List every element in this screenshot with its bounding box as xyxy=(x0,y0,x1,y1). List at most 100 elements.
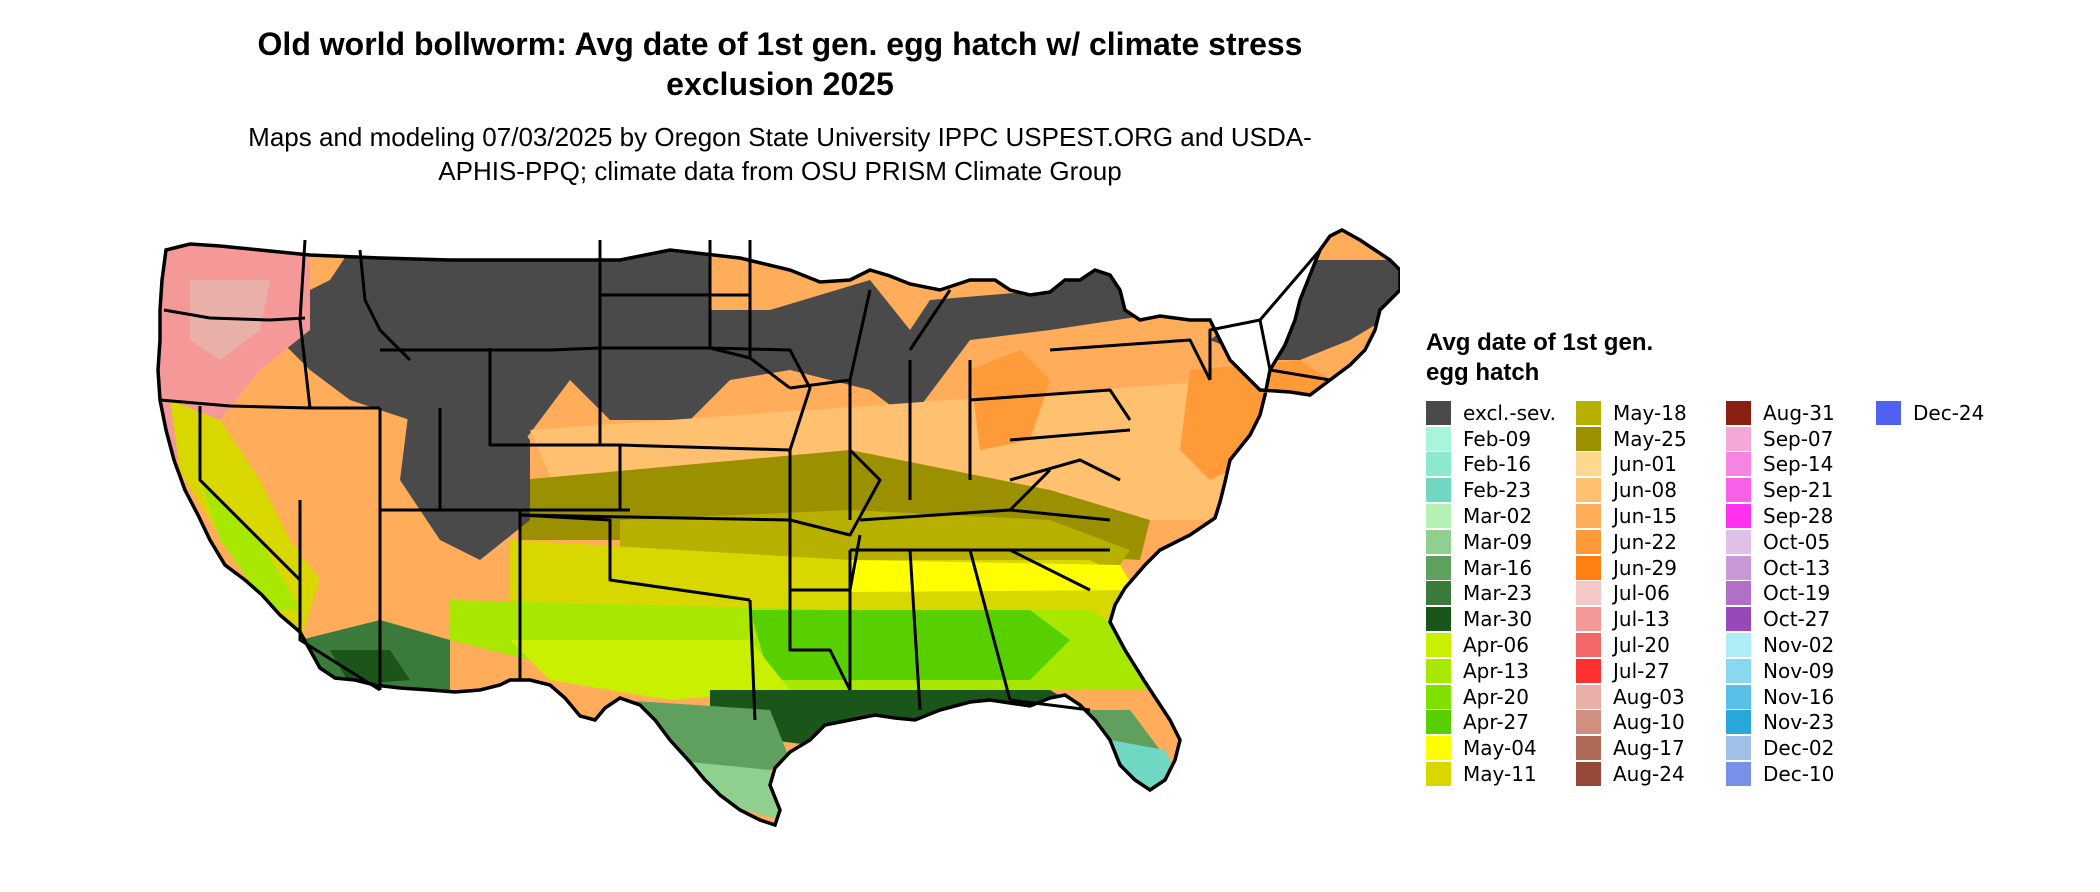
legend-swatch xyxy=(1426,555,1451,580)
legend-label: May-25 xyxy=(1613,426,1687,451)
legend-label: Dec-02 xyxy=(1763,736,1835,761)
legend-label: Nov-23 xyxy=(1763,710,1835,735)
legend-label: Oct-05 xyxy=(1763,529,1831,554)
legend-swatch xyxy=(1726,400,1751,425)
legend-swatch xyxy=(1726,736,1751,761)
legend-item: Apr-27 xyxy=(1426,710,1566,736)
legend-swatch xyxy=(1426,736,1451,761)
legend-swatch xyxy=(1426,400,1451,425)
legend-label: Apr-20 xyxy=(1463,684,1529,709)
legend-label: Nov-09 xyxy=(1763,658,1835,683)
legend-swatch xyxy=(1426,658,1451,683)
legend-label: Apr-06 xyxy=(1463,633,1529,658)
legend-item: Mar-02 xyxy=(1426,503,1566,529)
legend-label: Jul-20 xyxy=(1613,633,1670,658)
legend-swatch xyxy=(1426,529,1451,554)
legend-item: Aug-03 xyxy=(1576,684,1716,710)
legend-label: Jul-06 xyxy=(1613,581,1670,606)
legend-label: Mar-16 xyxy=(1463,555,1533,580)
legend-column: Dec-24 xyxy=(1876,400,2016,787)
legend-columns: excl.-sev. Feb-09 Feb-16 Feb-23 Mar-02 Mar-09… xyxy=(1426,400,2026,787)
legend-label: Oct-27 xyxy=(1763,607,1831,632)
legend-label: Jul-27 xyxy=(1613,658,1670,683)
legend-label: Dec-10 xyxy=(1763,762,1835,787)
us-map-svg xyxy=(156,228,1400,827)
legend-swatch xyxy=(1426,607,1451,632)
legend-swatch xyxy=(1576,426,1601,451)
legend-swatch xyxy=(1726,607,1751,632)
legend-item: Mar-23 xyxy=(1426,581,1566,607)
legend-item: Dec-24 xyxy=(1876,400,2016,426)
legend-item: Jul-13 xyxy=(1576,606,1716,632)
legend-label: Jul-13 xyxy=(1613,607,1670,632)
legend-item: Sep-28 xyxy=(1726,503,1866,529)
legend-item: Jun-22 xyxy=(1576,529,1716,555)
legend-swatch xyxy=(1726,504,1751,529)
legend-label: Apr-27 xyxy=(1463,710,1529,735)
legend-swatch xyxy=(1426,504,1451,529)
legend-label: Mar-30 xyxy=(1463,607,1533,632)
legend-item: Nov-09 xyxy=(1726,658,1866,684)
legend-label: Aug-31 xyxy=(1763,400,1835,425)
legend-item: Apr-13 xyxy=(1426,658,1566,684)
legend-label: Mar-02 xyxy=(1463,504,1533,529)
legend-swatch xyxy=(1576,633,1601,658)
legend-label: Aug-10 xyxy=(1613,710,1685,735)
legend-item: Dec-10 xyxy=(1726,761,1866,787)
legend-swatch xyxy=(1576,555,1601,580)
legend-item: Aug-17 xyxy=(1576,735,1716,761)
legend-item: Feb-23 xyxy=(1426,477,1566,503)
legend-item: Aug-24 xyxy=(1576,761,1716,787)
legend-swatch xyxy=(1426,426,1451,451)
legend-item: Jun-08 xyxy=(1576,477,1716,503)
us-map xyxy=(150,220,1400,892)
legend-item: Oct-19 xyxy=(1726,581,1866,607)
legend-item: May-11 xyxy=(1426,761,1566,787)
legend-label: Nov-02 xyxy=(1763,633,1835,658)
legend-item: May-18 xyxy=(1576,400,1716,426)
legend-swatch xyxy=(1726,452,1751,477)
legend-swatch xyxy=(1726,555,1751,580)
legend-column: May-18 May-25 Jun-01 Jun-08 Jun-15 Jun-22 Jun-… xyxy=(1576,400,1716,787)
legend-swatch xyxy=(1876,400,1901,425)
legend-item: Nov-23 xyxy=(1726,710,1866,736)
legend-label: Oct-13 xyxy=(1763,555,1831,580)
legend-item: Dec-02 xyxy=(1726,735,1866,761)
legend-swatch xyxy=(1426,684,1451,709)
legend-swatch xyxy=(1726,478,1751,503)
legend-item: Oct-05 xyxy=(1726,529,1866,555)
legend-item: Sep-21 xyxy=(1726,477,1866,503)
legend-label: Sep-21 xyxy=(1763,478,1834,503)
legend-item: Aug-31 xyxy=(1726,400,1866,426)
legend-item: Jun-15 xyxy=(1576,503,1716,529)
legend: Avg date of 1st gen. egg hatch excl.-sev… xyxy=(1426,328,2026,787)
legend-swatch xyxy=(1576,478,1601,503)
legend-label: Jun-29 xyxy=(1613,555,1677,580)
legend-swatch xyxy=(1426,581,1451,606)
legend-swatch xyxy=(1576,400,1601,425)
legend-item: Nov-02 xyxy=(1726,632,1866,658)
legend-item: Jun-01 xyxy=(1576,452,1716,478)
legend-item: Apr-20 xyxy=(1426,684,1566,710)
legend-item: Feb-09 xyxy=(1426,426,1566,452)
legend-swatch xyxy=(1576,658,1601,683)
legend-title: Avg date of 1st gen. egg hatch xyxy=(1426,329,1654,386)
map-color-fill xyxy=(158,230,1400,825)
legend-item: Oct-27 xyxy=(1726,606,1866,632)
legend-swatch xyxy=(1726,426,1751,451)
legend-swatch xyxy=(1726,633,1751,658)
legend-label: Aug-03 xyxy=(1613,684,1685,709)
legend-item: excl.-sev. xyxy=(1426,400,1566,426)
legend-swatch xyxy=(1426,762,1451,787)
legend-label: May-11 xyxy=(1463,762,1537,787)
legend-swatch xyxy=(1426,452,1451,477)
legend-column: excl.-sev. Feb-09 Feb-16 Feb-23 Mar-02 Mar-09… xyxy=(1426,400,1566,787)
legend-label: May-04 xyxy=(1463,736,1537,761)
legend-swatch xyxy=(1576,607,1601,632)
legend-column: Aug-31 Sep-07 Sep-14 Sep-21 Sep-28 Oct-05 Oct-… xyxy=(1726,400,1866,787)
legend-item: Jun-29 xyxy=(1576,555,1716,581)
legend-swatch xyxy=(1726,581,1751,606)
legend-item: May-25 xyxy=(1576,426,1716,452)
legend-label: Dec-24 xyxy=(1913,400,1985,425)
legend-swatch xyxy=(1426,710,1451,735)
